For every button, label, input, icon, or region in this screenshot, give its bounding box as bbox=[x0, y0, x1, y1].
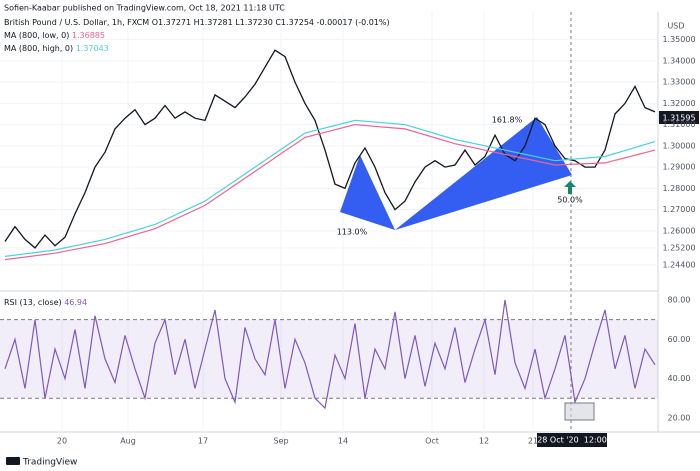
rsi-name: RSI (13, close) bbox=[4, 298, 62, 307]
y-tick-label: 1.31000 bbox=[662, 120, 695, 129]
x-tick-label: 14 bbox=[338, 437, 348, 446]
crosshair-label: 28 Oct '20 12:00 bbox=[537, 436, 607, 445]
legend-name: MA (800, low, 0) bbox=[4, 31, 69, 40]
y-tick-label: 1.33000 bbox=[662, 78, 695, 87]
y-tick-label: 1.27000 bbox=[662, 205, 695, 214]
y-tick-label: 20.00 bbox=[668, 413, 691, 422]
legend-value: 1.37043 bbox=[76, 44, 109, 53]
series-line bbox=[4, 299, 656, 410]
x-tick-label: 20 bbox=[57, 437, 67, 446]
footer: TradingView bbox=[22, 458, 77, 468]
byline: Sofien-Kaabar published on TradingView.c… bbox=[4, 4, 285, 13]
selection-box bbox=[564, 402, 595, 421]
pattern-leg-1 bbox=[340, 155, 395, 230]
annotation: 161.8% bbox=[492, 116, 523, 125]
x-tick-label: Oct bbox=[425, 437, 439, 446]
unit: USD bbox=[667, 22, 684, 31]
legend-title: British Pound / U.S. Dollar, 1h, FXCM O1… bbox=[4, 18, 390, 27]
series-line bbox=[4, 119, 656, 257]
legend-value: 1.36885 bbox=[72, 31, 105, 40]
series-line bbox=[4, 123, 656, 261]
y-tick-label: 1.34000 bbox=[662, 56, 695, 65]
series-line bbox=[4, 49, 656, 249]
symbol: British Pound / U.S. Dollar, 1h, FXCM bbox=[4, 18, 149, 27]
x-tick-label: 21 bbox=[528, 437, 538, 446]
pattern-leg-2 bbox=[395, 117, 572, 230]
y-tick-label: 40.00 bbox=[668, 374, 691, 383]
x-tick-label: 17 bbox=[198, 437, 208, 446]
y-tick-label: 1.30000 bbox=[662, 141, 695, 150]
annotation: 113.0% bbox=[337, 228, 368, 237]
y-tick-label: 1.35000 bbox=[662, 35, 695, 44]
grid bbox=[0, 12, 658, 432]
y-tick-label: 1.28000 bbox=[662, 184, 695, 193]
legend-name: MA (800, high, 0) bbox=[4, 44, 73, 53]
y-tick-label: 1.29000 bbox=[662, 163, 695, 172]
y-tick-label: 1.32000 bbox=[662, 99, 695, 108]
annotation: 50.0% bbox=[557, 196, 583, 205]
y-tick-label: 1.24400 bbox=[662, 260, 695, 269]
last-price: 1.31595 bbox=[662, 114, 695, 123]
last-price-box bbox=[659, 111, 699, 124]
legend-entry: MA (800, low, 0) 1.36885 bbox=[4, 31, 105, 40]
x-tick-label: Sep bbox=[273, 437, 288, 446]
y-tick-label: 1.26000 bbox=[662, 226, 695, 235]
y-tick-label: 1.25200 bbox=[662, 243, 695, 252]
y-tick-label: 80.00 bbox=[668, 296, 691, 305]
quote: O1.37271 H1.37281 L1.37230 C1.37254 -0.0… bbox=[152, 18, 390, 27]
marks bbox=[4, 49, 656, 410]
rsi-value: 46.94 bbox=[64, 298, 87, 307]
logo bbox=[6, 457, 20, 465]
legend-entry: MA (800, high, 0) 1.37043 bbox=[4, 44, 109, 53]
x-tick-label: Aug bbox=[120, 437, 136, 446]
y-tick-label: 60.00 bbox=[668, 335, 691, 344]
x-tick-label: 12 bbox=[479, 437, 489, 446]
crosshair-box bbox=[537, 433, 607, 447]
arrow bbox=[564, 181, 576, 194]
rsi-title: RSI (13, close) 46.94 bbox=[4, 298, 87, 307]
